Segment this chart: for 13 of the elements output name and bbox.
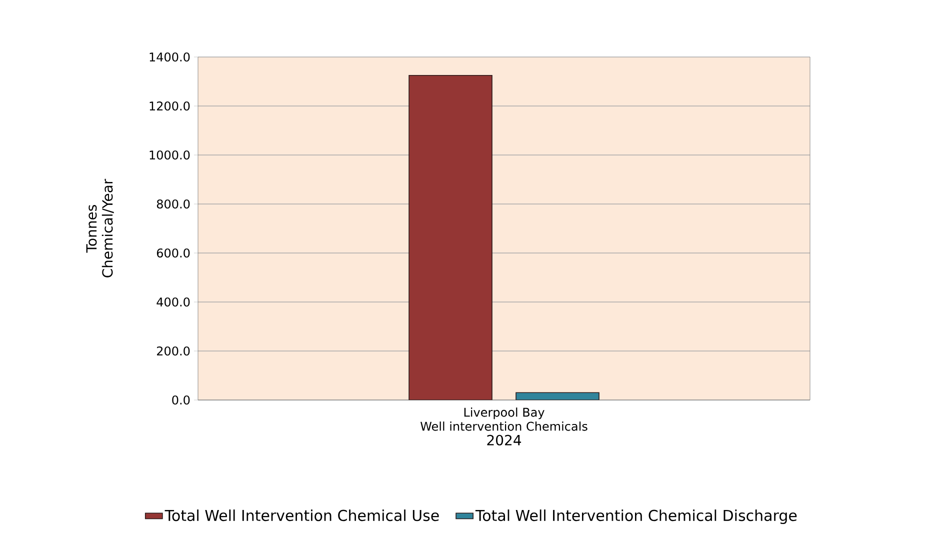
y-tick-label: 0.0 <box>172 395 190 405</box>
legend-label: Total Well Intervention Chemical Use <box>164 509 439 522</box>
y-tick-label: 800.0 <box>156 199 190 209</box>
legend-label: Total Well Intervention Chemical Discharge <box>475 509 797 524</box>
y-tick-label: 1000.0 <box>150 150 190 160</box>
y-axis-title: Tonnes Chemical/Year <box>86 178 114 278</box>
x-axis-title: 2024 <box>487 434 522 446</box>
x-tick-label: Liverpool Bay Well intervention Chemicals <box>420 408 588 431</box>
y-tick-label: 600.0 <box>156 248 190 258</box>
y-tick-label: 200.0 <box>156 346 190 356</box>
y-tick-label: 1400.0 <box>150 52 190 62</box>
y-tick-label: 1200.0 <box>150 101 190 111</box>
y-tick-label: 400.0 <box>156 297 190 307</box>
